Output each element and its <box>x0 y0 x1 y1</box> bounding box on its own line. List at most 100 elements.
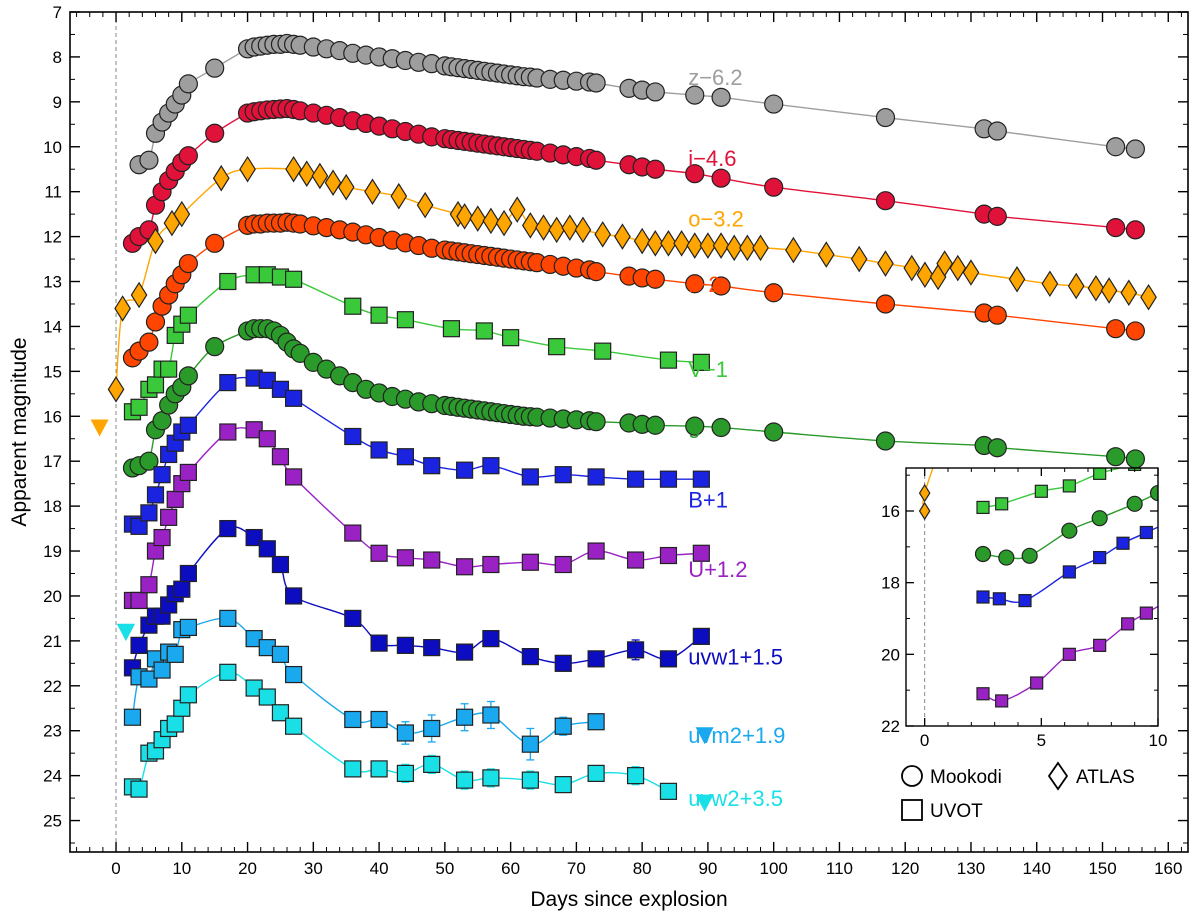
point-b-1 <box>344 427 362 446</box>
point-uvw2-3-5 <box>626 767 645 785</box>
series-labels: z−6.2 i−4.6 o−3.2 r−2 V−1 g B+1 U+1.2 uvw1+1.5 uv… <box>688 65 785 811</box>
point-v-1 <box>396 311 414 329</box>
point-uvw2-3-5 <box>271 704 290 722</box>
point-uvm2-1-9 <box>166 645 184 663</box>
point-i-4-6 <box>586 150 606 170</box>
point-o-3-2 <box>877 250 894 277</box>
point-r-2 <box>987 305 1007 325</box>
inset-point-g <box>1149 484 1158 502</box>
series-label-i-4-6: i−4.6 <box>688 146 736 171</box>
point-u-1-2 <box>160 508 178 526</box>
point-o-3-2 <box>850 245 868 273</box>
point-z-6-2 <box>764 94 784 114</box>
point-u-1-2 <box>153 528 171 547</box>
point-uvw1-1-5 <box>692 627 710 645</box>
inset-point-v-1 <box>1062 479 1076 493</box>
upper-limit-marker <box>695 727 714 745</box>
point-uvm2-1-9 <box>554 717 572 735</box>
point-uvw1-1-5 <box>344 609 362 628</box>
series-label-v-1: V−1 <box>688 357 728 382</box>
point-u-1-2 <box>423 551 441 569</box>
point-v-1 <box>442 320 461 338</box>
point-o-3-2 <box>508 196 526 223</box>
point-g <box>645 415 665 435</box>
inset-point-v-1 <box>976 500 990 515</box>
point-v-1 <box>179 306 197 324</box>
inset-point-g <box>1091 510 1108 527</box>
point-u-1-2 <box>554 555 572 574</box>
point-b-1 <box>587 468 605 486</box>
y-tick-label: 22 <box>43 677 62 696</box>
point-uvm2-1-9 <box>140 670 158 688</box>
point-o-3-2 <box>535 214 552 241</box>
point-o-3-2 <box>686 232 704 259</box>
point-b-1 <box>455 461 474 479</box>
point-b-1 <box>153 466 171 484</box>
point-u-1-2 <box>587 542 605 560</box>
point-v-1 <box>370 306 388 324</box>
point-z-6-2 <box>711 87 731 107</box>
point-o-3-2 <box>130 281 148 309</box>
point-o-3-2 <box>646 230 664 257</box>
point-u-1-2 <box>344 524 362 542</box>
point-o-3-2 <box>936 250 954 277</box>
inset-point-b-1 <box>1018 593 1032 608</box>
point-uvw2-3-5 <box>219 663 237 681</box>
inset-point-g <box>1126 495 1143 512</box>
point-u-1-2 <box>455 558 474 576</box>
point-u-1-2 <box>482 555 500 574</box>
y-tick-label: 25 <box>43 812 62 831</box>
inset-point-b-1 <box>1139 525 1153 540</box>
point-v-1 <box>475 322 493 340</box>
point-uvw1-1-5 <box>482 630 500 648</box>
point-uvw1-1-5 <box>396 636 414 654</box>
y-tick-label: 24 <box>43 767 62 786</box>
point-g <box>875 431 896 451</box>
point-u-1-2 <box>130 591 148 610</box>
point-z-6-2 <box>178 74 198 94</box>
point-r-2 <box>711 276 731 296</box>
point-uvw2-3-5 <box>370 760 388 778</box>
point-r-2 <box>764 283 784 303</box>
point-o-3-2 <box>469 205 487 232</box>
inset-frame <box>905 467 1159 727</box>
point-o-3-2 <box>212 164 230 192</box>
point-v-1 <box>130 398 148 416</box>
point-uvw2-3-5 <box>258 688 276 706</box>
point-u-1-2 <box>659 546 678 565</box>
inset-point-b-1 <box>992 592 1006 606</box>
inset-point-g <box>1061 522 1078 539</box>
point-uvm2-1-9 <box>423 719 441 738</box>
point-o-3-2 <box>561 214 579 241</box>
point-v-1 <box>146 376 165 394</box>
point-r-2 <box>205 233 225 253</box>
series-label-uvw2-3-5: uvw2+3.5 <box>688 786 783 811</box>
inset-x-tick-label: 0 <box>920 731 929 750</box>
curve-u-1-2 <box>132 427 702 603</box>
point-u-1-2 <box>396 549 414 567</box>
x-tick-label: 100 <box>759 859 787 878</box>
point-i-4-6 <box>645 159 665 179</box>
x-tick-label: 40 <box>370 859 389 878</box>
inset-point-g <box>1021 547 1038 564</box>
inset-point-u-1-2 <box>1062 647 1076 661</box>
x-tick-label: 80 <box>633 859 652 878</box>
x-tick-label: 160 <box>1154 859 1182 878</box>
point-uvm2-1-9 <box>123 708 142 726</box>
series-label-uvw1-1-5: uvw1+1.5 <box>688 645 783 670</box>
curve-uvw1-1-5 <box>131 526 702 668</box>
inset-panel: 0 5 10 16 18 20 22 <box>881 467 1167 750</box>
point-z-6-2 <box>586 73 606 93</box>
inset-y-tick-label: 22 <box>881 717 900 736</box>
y-tick-label: 17 <box>43 452 62 471</box>
y-axis-label: Apparent magnitude <box>8 337 31 526</box>
y-tick-label: 13 <box>43 273 62 292</box>
point-r-2 <box>685 274 705 294</box>
point-i-4-6 <box>178 146 198 166</box>
inset-point-u-1-2 <box>1139 606 1153 620</box>
point-o-3-2 <box>1067 272 1085 300</box>
point-o-3-2 <box>324 169 342 196</box>
x-tick-label: 150 <box>1088 859 1116 878</box>
point-o-3-2 <box>364 178 381 205</box>
inset-point-b-1 <box>976 590 990 604</box>
